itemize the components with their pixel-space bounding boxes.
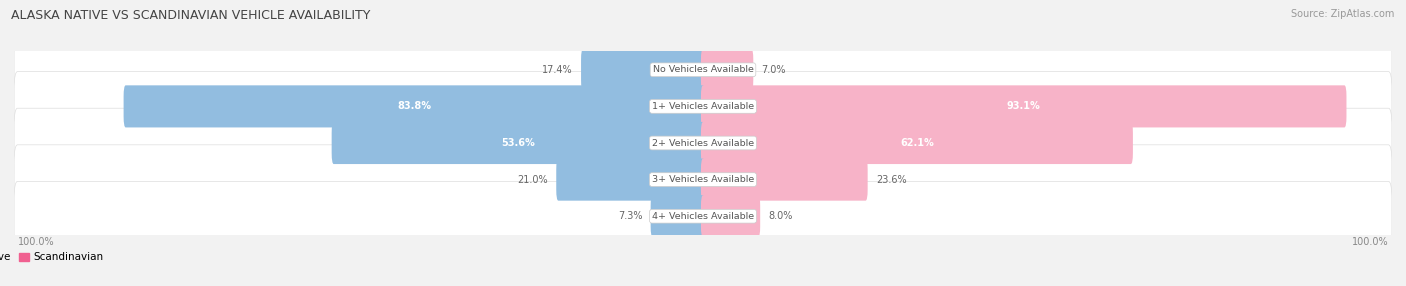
FancyBboxPatch shape: [14, 145, 1392, 214]
FancyBboxPatch shape: [557, 158, 704, 201]
Text: 23.6%: 23.6%: [876, 175, 907, 184]
FancyBboxPatch shape: [702, 122, 1133, 164]
Text: 53.6%: 53.6%: [502, 138, 536, 148]
Text: 93.1%: 93.1%: [1007, 102, 1040, 111]
FancyBboxPatch shape: [651, 195, 704, 237]
Text: 21.0%: 21.0%: [517, 175, 548, 184]
FancyBboxPatch shape: [581, 49, 704, 91]
FancyBboxPatch shape: [702, 158, 868, 201]
Text: No Vehicles Available: No Vehicles Available: [652, 65, 754, 74]
Text: 83.8%: 83.8%: [398, 102, 432, 111]
FancyBboxPatch shape: [332, 122, 704, 164]
Text: 100.0%: 100.0%: [17, 237, 53, 247]
Text: 7.0%: 7.0%: [762, 65, 786, 75]
Text: 62.1%: 62.1%: [900, 138, 934, 148]
FancyBboxPatch shape: [14, 72, 1392, 141]
Text: 3+ Vehicles Available: 3+ Vehicles Available: [652, 175, 754, 184]
Legend: Alaska Native, Scandinavian: Alaska Native, Scandinavian: [0, 252, 104, 262]
Text: 8.0%: 8.0%: [769, 211, 793, 221]
Text: 100.0%: 100.0%: [1353, 237, 1389, 247]
FancyBboxPatch shape: [14, 181, 1392, 251]
FancyBboxPatch shape: [702, 195, 761, 237]
FancyBboxPatch shape: [124, 85, 704, 128]
Text: 1+ Vehicles Available: 1+ Vehicles Available: [652, 102, 754, 111]
Text: 2+ Vehicles Available: 2+ Vehicles Available: [652, 138, 754, 148]
FancyBboxPatch shape: [702, 49, 754, 91]
Text: 4+ Vehicles Available: 4+ Vehicles Available: [652, 212, 754, 221]
FancyBboxPatch shape: [702, 85, 1347, 128]
Text: Source: ZipAtlas.com: Source: ZipAtlas.com: [1291, 9, 1395, 19]
Text: 17.4%: 17.4%: [543, 65, 572, 75]
FancyBboxPatch shape: [14, 35, 1392, 105]
Text: 7.3%: 7.3%: [617, 211, 643, 221]
FancyBboxPatch shape: [14, 108, 1392, 178]
Text: ALASKA NATIVE VS SCANDINAVIAN VEHICLE AVAILABILITY: ALASKA NATIVE VS SCANDINAVIAN VEHICLE AV…: [11, 9, 371, 21]
